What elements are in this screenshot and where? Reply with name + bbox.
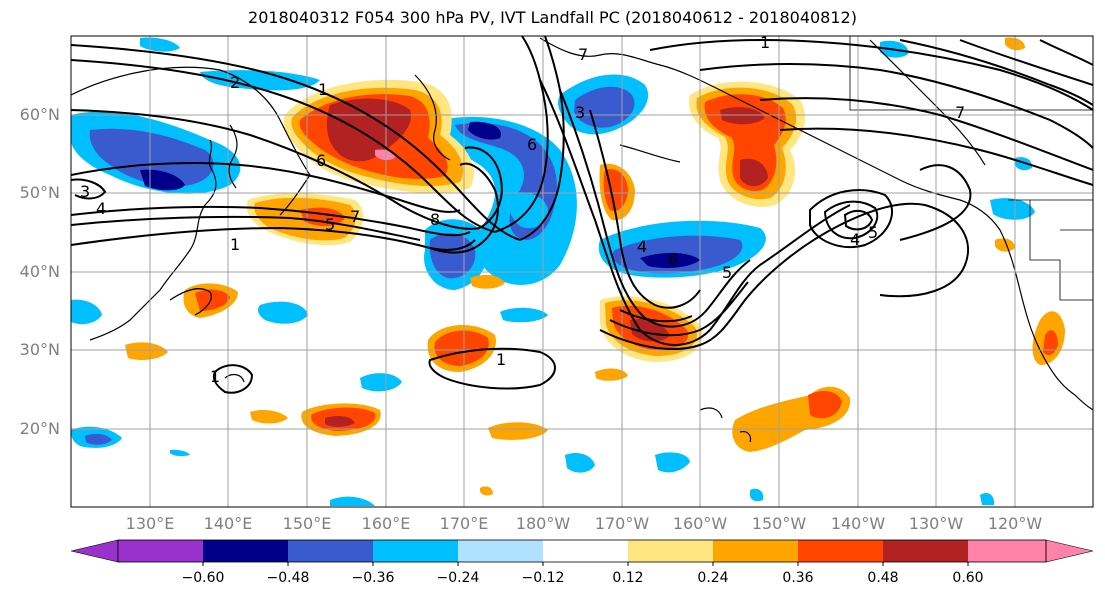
contour-label: 8 [430, 210, 440, 229]
colorbar-bin [118, 540, 203, 562]
lat-label-20n: 20°N [19, 419, 60, 438]
colorbar-bin [883, 540, 968, 562]
borders [849, 36, 1093, 301]
lon-label-160w: 160°W [672, 514, 728, 533]
colorbar-bin [373, 540, 458, 562]
colorbar-tick-label: 0.48 [867, 570, 899, 586]
colorbar-tick-label: 0.60 [952, 570, 984, 586]
contour-label: 4 [96, 199, 106, 218]
colorbar-tick-label: 0.36 [782, 570, 814, 586]
colorbar-tick-label: −0.36 [351, 570, 395, 586]
contour-label: 5 [722, 263, 732, 282]
colorbar-bin [288, 540, 373, 562]
ivt-contours [71, 36, 1093, 394]
lon-label-160e: 160°E [361, 514, 411, 533]
lon-label-130e: 130°E [125, 514, 175, 533]
colorbar-bin [458, 540, 543, 562]
contour-label: 5 [325, 215, 335, 234]
lon-label-150e: 150°E [282, 514, 332, 533]
contour-label: 3 [575, 103, 585, 122]
colorbar-extend-low [70, 539, 119, 563]
colorbar-tick-label: −0.48 [266, 570, 310, 586]
lon-label-180w: 180°W [515, 514, 571, 533]
contour-label: 7 [955, 103, 965, 122]
colorbar [70, 539, 1094, 566]
colorbar-tick-label: 0.12 [612, 570, 644, 586]
colorbar-tick-label: 0.24 [697, 570, 729, 586]
contour-label: 7 [350, 207, 360, 226]
contour-label: 1 [760, 33, 770, 52]
contour-label: 6 [316, 151, 326, 170]
lon-label-170e: 170°E [439, 514, 489, 533]
contour-label: 2 [230, 73, 240, 92]
lon-label-150w: 150°W [751, 514, 807, 533]
contour-label: 1 [318, 80, 328, 99]
colorbar-tick-label: −0.12 [521, 570, 565, 586]
colorbar-bin [968, 540, 1046, 562]
colorbar-tick-label: −0.24 [436, 570, 480, 586]
contour-label: 1 [210, 367, 220, 386]
lon-label-140w: 140°W [830, 514, 886, 533]
lon-label-120w: 120°W [987, 514, 1043, 533]
lat-label-60n: 60°N [19, 105, 60, 124]
contour-label: 7 [578, 45, 588, 64]
lon-label-170w: 170°W [594, 514, 650, 533]
negative-anomaly-shading [71, 37, 1035, 506]
lat-label-40n: 40°N [19, 262, 60, 281]
contour-label: 6 [527, 135, 537, 154]
contour-label: 6 [668, 250, 678, 269]
contour-label: 1 [230, 235, 240, 254]
lon-label-140e: 140°E [203, 514, 253, 533]
colorbar-tick-label: −0.60 [181, 570, 225, 586]
contour-label: 5 [868, 223, 878, 242]
colorbar-bin [798, 540, 883, 562]
colorbar-extend-high [1045, 539, 1094, 563]
lon-label-130w: 130°W [908, 514, 964, 533]
contour-label: 4 [850, 230, 860, 249]
lat-label-50n: 50°N [19, 183, 60, 202]
colorbar-bin [713, 540, 798, 562]
contour-label: 1 [496, 350, 506, 369]
colorbar-bin [203, 540, 288, 562]
contour-label: 4 [637, 237, 647, 256]
contour-labels: 2 1 6 7 8 3 4 5 1 7 6 3 4 5 4 5 6 7 1 1 … [80, 33, 965, 386]
colorbar-bin [628, 540, 713, 562]
lat-label-30n: 30°N [19, 340, 60, 359]
contour-label: 3 [80, 182, 90, 201]
colorbar-bin [543, 540, 628, 562]
figure-title: 2018040312 F054 300 hPa PV, IVT Landfall… [248, 8, 857, 27]
map-frame [70, 35, 1094, 508]
gridlines [71, 36, 1093, 507]
